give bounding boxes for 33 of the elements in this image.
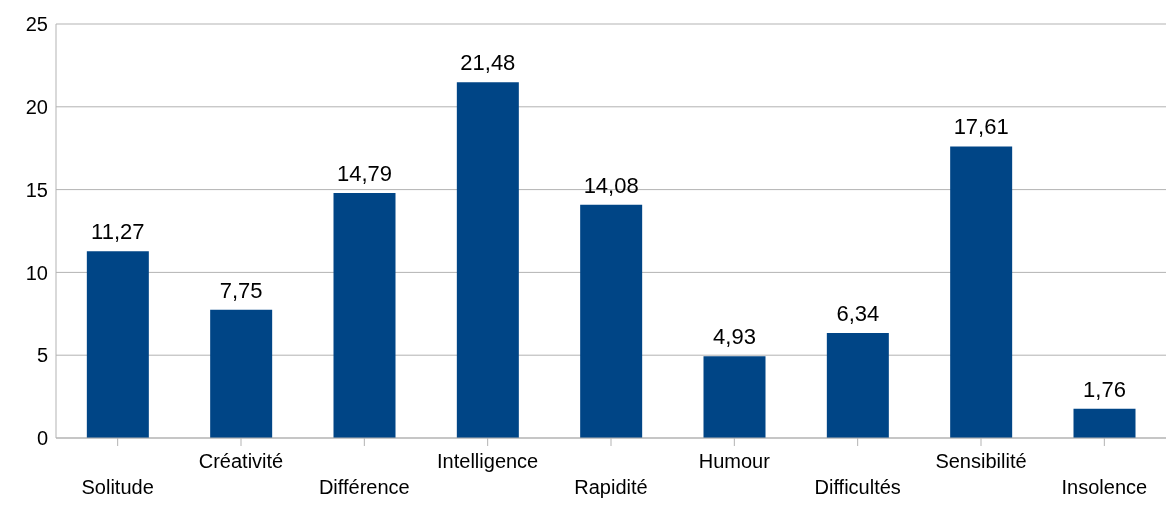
data-label: 14,08 — [583, 172, 639, 198]
data-label: 7,75 — [219, 277, 263, 303]
x-tick-label: Difficultés — [814, 476, 901, 498]
y-tick-label: 0 — [36, 427, 48, 450]
x-tick-label: Insolence — [1061, 476, 1148, 498]
x-tick-label: Sensibilité — [935, 450, 1027, 472]
data-label: 17,61 — [953, 114, 1009, 140]
data-label: 4,93 — [713, 324, 756, 350]
y-tick-label: 25 — [25, 13, 48, 36]
bar — [950, 146, 1013, 438]
data-label: 6,34 — [836, 301, 880, 327]
bar — [826, 333, 889, 438]
data-label: 21,48 — [460, 50, 516, 76]
y-tick-label: 5 — [36, 344, 48, 367]
x-tick-label: Intelligence — [437, 450, 539, 472]
y-tick-label: 20 — [25, 95, 48, 118]
x-tick-label: Rapidité — [574, 476, 648, 498]
bar — [456, 82, 519, 438]
bar — [333, 193, 396, 438]
bar — [210, 309, 273, 438]
x-tick-label: Solitude — [81, 476, 154, 498]
y-tick-label: 10 — [25, 261, 48, 284]
data-label: 11,27 — [91, 219, 145, 245]
bar — [1073, 408, 1136, 438]
x-tick-label: Humour — [698, 450, 771, 472]
bar — [86, 251, 149, 438]
data-label: 1,76 — [1083, 376, 1126, 402]
y-tick-label: 15 — [25, 178, 48, 201]
bar — [580, 204, 643, 438]
bar — [703, 356, 766, 438]
data-label: 14,79 — [336, 161, 393, 187]
x-tick-label: Créativité — [198, 450, 284, 472]
x-tick-label: Différence — [318, 476, 410, 498]
